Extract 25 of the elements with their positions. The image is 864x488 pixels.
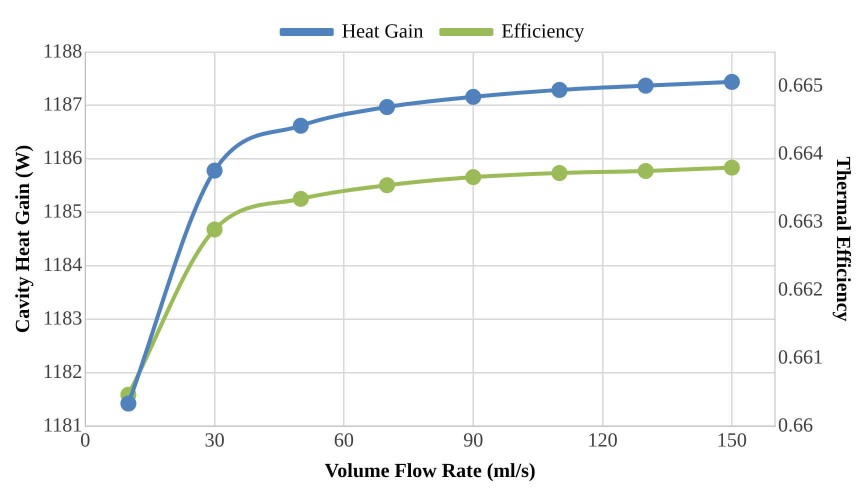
- legend-label: Efficiency: [501, 20, 584, 42]
- y2-tick-label: 0.665: [778, 74, 823, 96]
- y-tick-label: 1187: [42, 94, 82, 116]
- x-tick-label: 120: [588, 429, 618, 452]
- y-tick-label: 1185: [42, 200, 82, 223]
- y2-tick-label: 0.661: [778, 346, 823, 368]
- y2-axis-title: Thermal Efficiency: [832, 156, 854, 322]
- y-tick-label: 1184: [42, 254, 82, 276]
- x-tick-label: 0: [80, 429, 90, 452]
- x-tick-label: 30: [204, 429, 225, 452]
- y2-tick-label: 0.663: [778, 210, 823, 232]
- y-tick-label: 1183: [42, 307, 82, 330]
- y-tick-label: 1182: [42, 360, 82, 383]
- y-tick-label: 1186: [42, 147, 82, 170]
- x-tick-label: 150: [716, 429, 747, 452]
- y2-tick-label: 0.664: [778, 142, 823, 164]
- x-axis-title: Volume Flow Rate (ml/s): [324, 460, 536, 482]
- legend-label: Heat Gain: [342, 20, 424, 42]
- x-tick-label: 60: [334, 429, 354, 452]
- y2-tick-label: 0.662: [778, 278, 823, 300]
- x-tick-label: 90: [463, 429, 484, 452]
- y-tick-label: 1181: [42, 414, 82, 436]
- y2-tick-label: 0.66: [778, 414, 813, 436]
- y-axis-title: Cavity Heat Gain (W): [12, 144, 34, 334]
- y-tick-label: 1188: [42, 40, 82, 62]
